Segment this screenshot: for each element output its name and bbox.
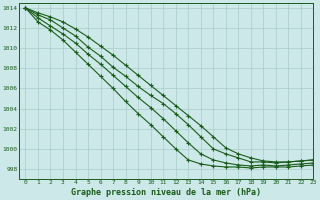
X-axis label: Graphe pression niveau de la mer (hPa): Graphe pression niveau de la mer (hPa) <box>71 188 261 197</box>
